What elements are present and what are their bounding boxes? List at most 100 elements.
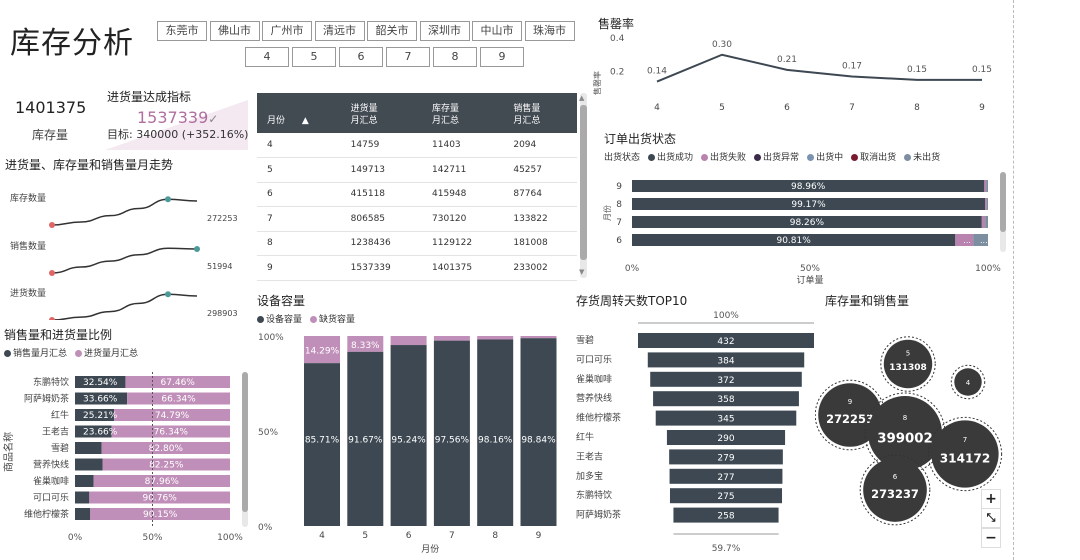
capacity-bar-label: 98.16% (478, 435, 513, 445)
scroll-up-icon[interactable]: ▲ (579, 94, 585, 102)
order-bar-failed (985, 198, 987, 210)
table-header-sales[interactable]: 销售量 月汇总 (503, 93, 577, 133)
sell-xtick: 6 (784, 103, 790, 113)
legend-dot-icon (75, 350, 83, 357)
order-bar-success (632, 198, 986, 210)
table-cell: 5 (257, 157, 341, 183)
capacity-bar-shortage (347, 336, 384, 352)
legend-item[interactable]: 设备容量 (257, 312, 302, 325)
table-header-month[interactable]: 月份 ▲ (257, 93, 341, 133)
capacity-ytick: 100% (258, 333, 284, 343)
table-cell: 1238436 (340, 231, 423, 256)
month-slicer-option[interactable]: 5 (292, 47, 336, 67)
achievement-value: 1537339✓ (137, 108, 219, 127)
order-bar-success (632, 216, 982, 228)
legend-dot-icon (4, 350, 11, 357)
table-row[interactable]: 7 806585 730120 133822 (257, 206, 577, 232)
achievement-target: 目标: 340000 (+352.16%) (107, 128, 249, 141)
city-slicer-option[interactable]: 广州市 (262, 21, 312, 41)
ratio-legend: 销售量月汇总 进货量月汇总 (4, 346, 138, 359)
legend-item[interactable]: 出货成功 (648, 150, 693, 163)
ratio-purchase-label: 67.46% (161, 378, 196, 388)
turnover-bar-value: 290 (717, 434, 734, 444)
table-cell: 1537339 (340, 255, 423, 281)
trend-end-value: 51994 (207, 262, 232, 271)
sell-ytick: 0.2 (610, 68, 624, 78)
legend-label: 取消出货 (860, 153, 897, 163)
achievement-gauge-background (105, 100, 248, 150)
month-slicer-option[interactable]: 8 (433, 47, 477, 67)
legend-item[interactable]: 销售量月汇总 (4, 346, 67, 359)
ratio-purchase-label: 66.34% (161, 395, 196, 405)
sell-data-label: 0.15 (907, 65, 927, 75)
city-slicer-option[interactable]: 清远市 (314, 21, 365, 41)
city-slicer-option[interactable]: 深圳市 (419, 21, 470, 41)
turnover-product-label: 王老吉 (576, 450, 603, 462)
legend-dot-icon (851, 154, 859, 161)
city-slicer-option[interactable]: 佛山市 (209, 21, 260, 41)
capacity-xtick: 5 (362, 531, 368, 541)
legend-item[interactable]: 出货异常 (754, 150, 799, 163)
capacity-xtick: 8 (492, 531, 498, 541)
table-header-inventory[interactable]: 库存量 月汇总 (422, 93, 504, 133)
zoom-in-button[interactable]: + (981, 489, 1001, 509)
sell-data-label: 0.17 (842, 62, 862, 72)
capacity-xtick: 9 (536, 531, 542, 541)
turnover-bar (638, 333, 814, 348)
table-cell: 1129122 (422, 231, 504, 256)
trend-line (51, 293, 198, 320)
zoom-fit-button[interactable]: ⤡ (981, 508, 1001, 528)
turnover-bar (650, 371, 802, 387)
order-bar-pending (985, 216, 988, 228)
table-header-purchase[interactable]: 进货量 月汇总 (340, 93, 423, 133)
capacity-bar-shortage (477, 336, 514, 340)
turnover-bar-value: 275 (717, 492, 734, 502)
month-slicer-option[interactable]: 9 (480, 47, 524, 67)
bubble-title: 库存量和销售量 (825, 294, 910, 308)
turnover-bar-value: 358 (717, 395, 734, 405)
ratio-ylabel: 商品名称 (2, 432, 15, 472)
order-bar-failed (981, 216, 986, 228)
table-row[interactable]: 6 415118 415948 87764 (257, 182, 577, 207)
ratio-product-label: 雪碧 (51, 442, 69, 454)
turnover-title: 存货周转天数TOP10 (576, 294, 688, 308)
turnover-bar-value: 258 (717, 512, 734, 522)
ratio-bar-sale (75, 376, 126, 388)
table-cell: 87764 (503, 182, 577, 207)
order-scrollbar-thumb[interactable] (1000, 172, 1006, 232)
ratio-bar-sale (75, 409, 115, 421)
legend-item[interactable]: 进货量月汇总 (75, 346, 138, 359)
zoom-out-button[interactable]: − (981, 528, 1001, 548)
table-row[interactable]: 8 1238436 1129122 181008 (257, 231, 577, 256)
ratio-bar-purchase (101, 442, 230, 454)
legend-item[interactable]: 出货中 (807, 150, 843, 163)
turnover-bar (655, 410, 797, 426)
table-scrollbar-thumb[interactable] (580, 105, 587, 260)
turnover-funnel-chart: 100% 雪碧 432 可口可乐 384 雀巢咖啡 372 营养快线 358 维他柠檬茶 345 红牛… (576, 311, 814, 554)
table-row[interactable]: 9 1537339 1401375 233002 (257, 255, 577, 281)
capacity-short-label: 14.29% (305, 347, 340, 357)
ratio-xtick: 50% (142, 533, 162, 543)
city-slicer-option[interactable]: 珠海市 (524, 21, 575, 41)
scroll-down-icon[interactable]: ▼ (579, 268, 585, 276)
month-slicer-option[interactable]: 4 (245, 47, 289, 67)
table-row[interactable]: 4 14759 11403 2094 (257, 133, 577, 158)
capacity-bar-label: 85.71% (305, 435, 340, 445)
ratio-sale-label: 25.21% (83, 411, 118, 421)
ratio-scrollbar-thumb[interactable] (242, 372, 248, 512)
ratio-xtick: 0% (68, 533, 83, 543)
month-slicer-option[interactable]: 7 (386, 47, 430, 67)
month-slicer-option[interactable]: 6 (339, 47, 383, 67)
legend-item[interactable]: 缺货容量 (310, 312, 355, 325)
trend-high-point (165, 291, 171, 298)
legend-item[interactable]: 出货失败 (701, 150, 746, 163)
capacity-bar-shortage (304, 336, 340, 364)
order-month-label: 6 (616, 236, 622, 246)
table-row[interactable]: 5 149713 142711 45257 (257, 157, 577, 183)
city-slicer-option[interactable]: 东莞市 (157, 21, 207, 41)
ratio-bar-purchase (111, 425, 230, 438)
legend-item[interactable]: 取消出货 (851, 150, 896, 163)
city-slicer-option[interactable]: 中山市 (472, 21, 522, 41)
legend-item[interactable]: 未出货 (904, 150, 940, 163)
city-slicer-option[interactable]: 韶关市 (367, 21, 417, 41)
